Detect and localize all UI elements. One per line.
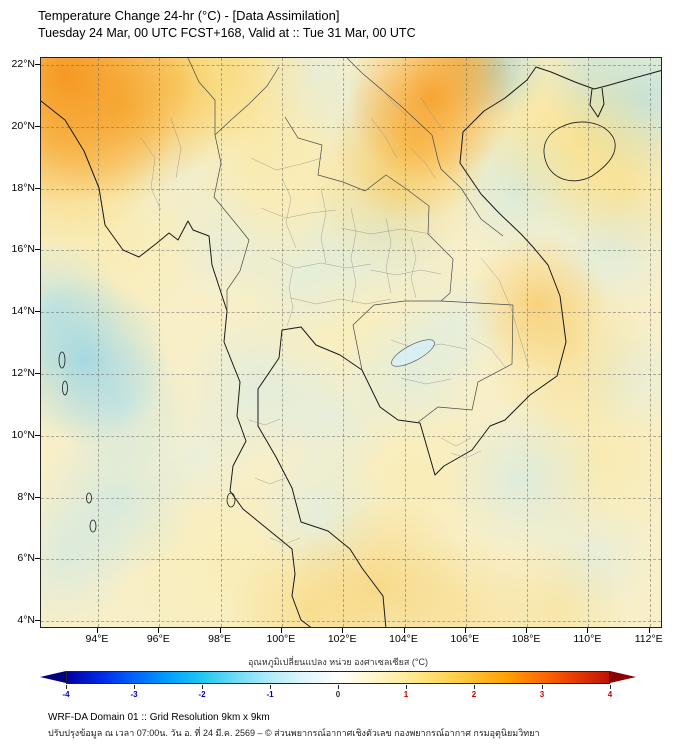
colorbar-tick (542, 685, 543, 689)
coastline-east-path (257, 66, 661, 627)
longitude-label: 104°E (389, 633, 418, 645)
colorbar-tick (66, 685, 67, 689)
latitude-label: 8°N (17, 490, 35, 503)
model-info: WRF-DA Domain 01 :: Grid Resolution 9km … (48, 712, 270, 723)
gridline-vertical (649, 58, 651, 627)
longitude-tick (158, 628, 160, 633)
update-info: ปรับปรุงข้อมูล ณ เวลา 07:00น. วัน อ. ที่… (48, 728, 540, 738)
gridline-horizontal (41, 250, 661, 252)
colorbar-left-arrow-icon (40, 671, 66, 683)
page-title: Temperature Change 24-hr (°C) - [Data As… (38, 8, 340, 23)
colorbar-tick-label: 4 (607, 690, 613, 699)
laos-vietnam-border-path (346, 58, 504, 237)
colorbar-tick-label: 1 (403, 690, 409, 699)
colorbar-tick (406, 685, 407, 689)
page-subtitle: Tuesday 24 Mar, 00 UTC FCST+168, Valid a… (38, 26, 416, 40)
colorbar-tick-label: 2 (471, 690, 477, 699)
colorbar-tick (474, 685, 475, 689)
colorbar-tick (338, 685, 339, 689)
temperature-anomaly-field (41, 58, 661, 627)
latitude-label: 4°N (17, 614, 35, 627)
gridline-vertical (527, 58, 529, 627)
latitude-label: 16°N (11, 243, 35, 256)
colorbar-tick-label: 0 (335, 690, 341, 699)
vietnam-cambodia-border-path (416, 304, 514, 424)
longitude-tick (342, 628, 344, 633)
gridline-horizontal (41, 621, 661, 623)
longitude-label: 96°E (146, 633, 170, 645)
longitude-tick (280, 628, 282, 633)
longitude-label: 102°E (327, 633, 357, 645)
leizhou-peninsula-path (589, 87, 605, 118)
province-boundaries-path (140, 87, 530, 545)
gridline-vertical (404, 58, 406, 627)
gridline-horizontal (41, 497, 661, 499)
latitude-label: 20°N (11, 119, 35, 132)
longitude-label: 106°E (450, 633, 480, 645)
colorbar-tick (134, 685, 135, 689)
map-canvas (40, 57, 662, 628)
longitude-label: 110°E (573, 633, 602, 645)
latitude-label: 22°N (11, 58, 35, 70)
andaman-nicobar-islands (58, 351, 236, 533)
colorbar-tick-label: -2 (198, 690, 206, 699)
hainan-island-path (543, 121, 616, 182)
longitude-tick (219, 628, 221, 633)
gridline-horizontal (41, 374, 661, 375)
longitude-tick (464, 628, 466, 633)
colorbar-tick (610, 685, 611, 689)
northern-borders-path (187, 58, 280, 136)
latitude-label: 12°N (11, 367, 35, 379)
gridline-vertical (343, 58, 345, 627)
gridline-horizontal (41, 435, 661, 437)
tonle-sap-lake (391, 339, 435, 367)
mekong-thai-lao-cambodia-border-path (284, 116, 454, 371)
longitude-label: 100°E (266, 633, 296, 645)
longitude-tick (648, 628, 650, 633)
gridline-horizontal (41, 312, 661, 314)
gridline-horizontal (41, 559, 661, 561)
colorbar (40, 671, 636, 684)
longitude-tick (97, 628, 98, 633)
thailand-myanmar-border-path (213, 134, 250, 311)
geographic-boundaries (41, 58, 661, 627)
longitude-label: 98°E (208, 633, 232, 645)
latitude-label: 14°N (11, 305, 35, 318)
gridline-vertical (588, 58, 590, 627)
gridline-vertical (281, 58, 283, 627)
longitude-tick (403, 628, 405, 633)
longitude-label: 108°E (511, 633, 541, 645)
gridline-vertical (98, 58, 99, 627)
colorbar-right-arrow-icon (610, 671, 636, 683)
laos-cambodia-border-path (440, 300, 514, 306)
longitude-label: 112°E (634, 633, 663, 645)
gridline-vertical (220, 58, 222, 627)
colorbar-tick-label: -3 (130, 690, 138, 699)
latitude-label: 10°N (11, 428, 35, 441)
gridline-horizontal (41, 65, 661, 66)
grid-lines (41, 58, 661, 627)
latitude-label: 6°N (17, 552, 35, 565)
gridline-vertical (159, 58, 161, 627)
colorbar-tick-label: -1 (266, 690, 274, 699)
longitude-label: 94°E (85, 633, 109, 645)
gridline-horizontal (41, 188, 661, 190)
gridline-horizontal (41, 126, 661, 128)
colorbar-tick (270, 685, 271, 689)
latitude-label: 18°N (11, 181, 35, 194)
longitude-tick (526, 628, 528, 633)
colorbar-tick-label: 3 (539, 690, 545, 699)
colorbar-tick-label: -4 (62, 690, 70, 699)
colorbar-label: อุณหภูมิเปลี่ยนแปลง หน่วย องศาเซลเซียส (… (248, 657, 428, 667)
colorbar-tick (202, 685, 203, 689)
longitude-tick (587, 628, 589, 633)
gridline-vertical (465, 58, 467, 627)
colorbar-gradient (66, 671, 610, 684)
coastline-west-path (41, 100, 312, 627)
